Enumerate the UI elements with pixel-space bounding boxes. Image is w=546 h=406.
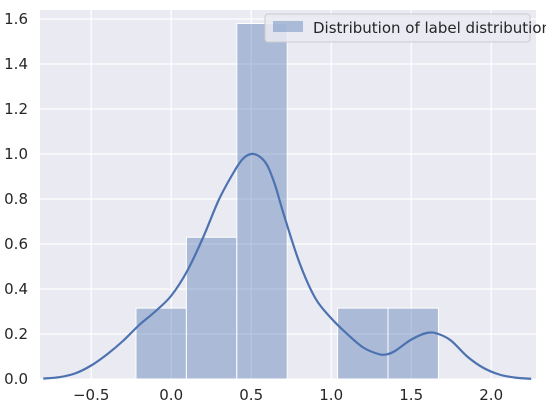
histogram-bar xyxy=(135,307,187,380)
y-tick-label: 0.6 xyxy=(4,235,28,253)
y-tick-label: 1.0 xyxy=(4,145,28,163)
y-tick-label: 0.8 xyxy=(4,190,28,208)
y-tick-label: 0.2 xyxy=(4,325,28,343)
legend-label: Distribution of label distribution xyxy=(313,19,546,37)
x-tick-label: 0.0 xyxy=(159,386,183,404)
histogram-bar xyxy=(387,307,439,380)
y-tick-label: 1.2 xyxy=(4,100,28,118)
x-tick-label: 0.5 xyxy=(239,386,263,404)
plot-area xyxy=(40,10,536,379)
y-tick-label: 1.6 xyxy=(4,10,28,28)
legend-box xyxy=(264,13,531,43)
x-tick-label: 1.0 xyxy=(319,386,343,404)
x-axis-ticks: −0.5 0.0 0.5 1.0 1.5 2.0 xyxy=(73,386,503,404)
grid xyxy=(40,10,536,380)
x-tick-label: 1.5 xyxy=(399,386,423,404)
y-tick-label: 1.4 xyxy=(4,55,28,73)
legend: Distribution of label distribution xyxy=(264,13,546,43)
y-tick-label: 0.0 xyxy=(4,370,28,388)
y-axis-ticks: 0.0 0.2 0.4 0.6 0.8 1.0 1.2 1.4 1.6 xyxy=(4,10,28,388)
y-tick-label: 0.4 xyxy=(4,280,28,298)
x-tick-label: 2.0 xyxy=(479,386,503,404)
legend-swatch xyxy=(273,21,303,32)
kde-curve xyxy=(43,152,532,380)
histogram-bar xyxy=(337,307,389,380)
x-tick-label: −0.5 xyxy=(73,386,109,404)
kde-curve-group xyxy=(43,152,532,380)
